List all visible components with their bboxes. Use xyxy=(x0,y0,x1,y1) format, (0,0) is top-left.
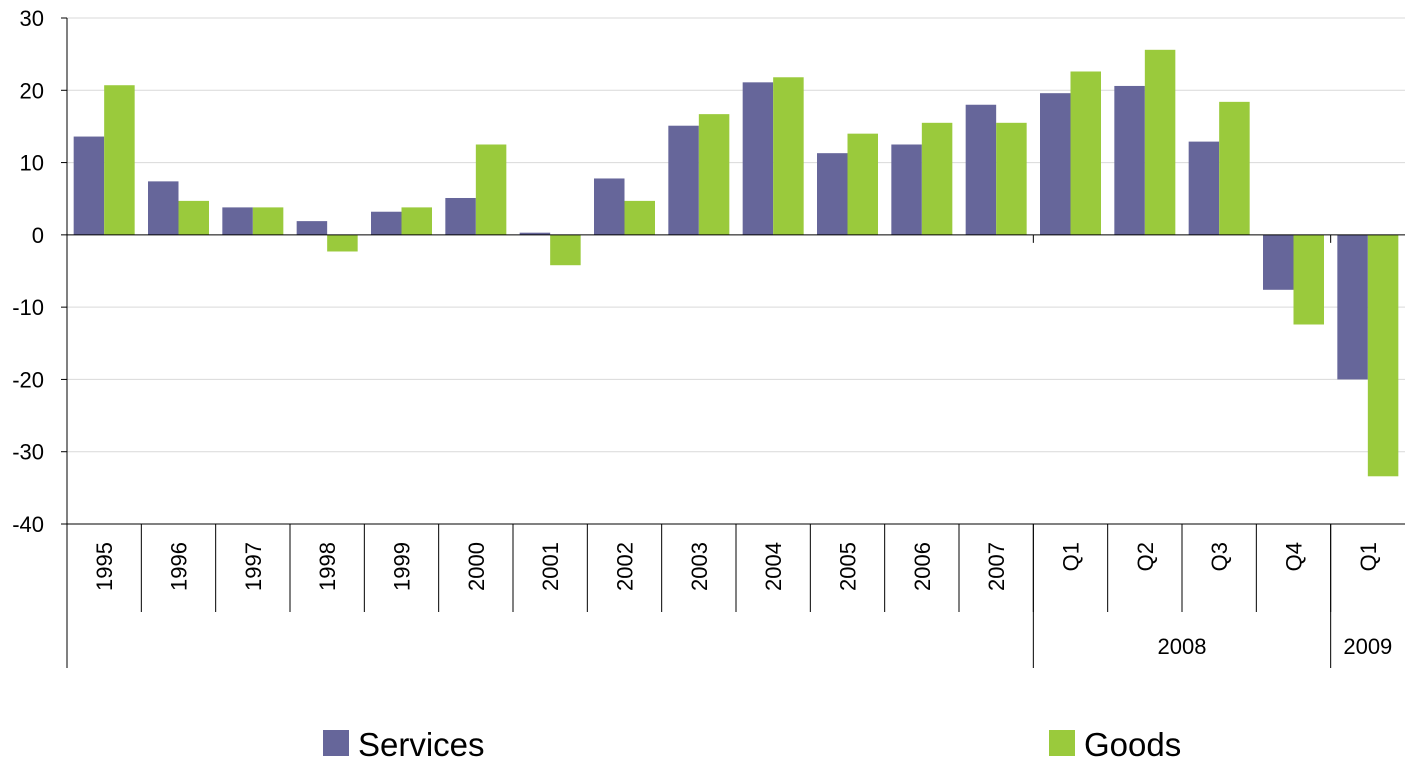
bar-goods-1995 xyxy=(104,85,135,235)
bar-services-2006 xyxy=(891,144,922,235)
bar-goods-2003 xyxy=(698,114,730,235)
x-tick-label-q1: Q1 xyxy=(1356,542,1381,571)
x-tick-label-1996: 1996 xyxy=(167,542,192,591)
bar-goods-1998 xyxy=(327,234,358,252)
bar-services-2002 xyxy=(594,178,625,235)
x-tick-label-2007: 2007 xyxy=(984,542,1009,591)
legend-swatch-goods xyxy=(1049,730,1075,756)
legend-label-goods: Goods xyxy=(1084,726,1181,760)
bar-services-q4 xyxy=(1263,234,1294,290)
y-tick-label: -10 xyxy=(12,295,44,320)
bar-services-1996 xyxy=(148,181,179,235)
bar-goods-1999 xyxy=(401,207,432,235)
legend-swatch-services xyxy=(323,730,349,756)
bar-services-2000 xyxy=(445,197,476,235)
y-tick-label: -30 xyxy=(12,440,44,465)
bar-goods-2000 xyxy=(475,144,507,235)
bar-goods-q2 xyxy=(1144,49,1176,235)
bar-goods-2007 xyxy=(996,122,1027,235)
bar-goods-q3 xyxy=(1219,101,1250,235)
x-tick-label-q3: Q3 xyxy=(1207,542,1232,571)
bars xyxy=(73,49,1399,477)
bar-goods-2006 xyxy=(921,122,953,235)
x-tick-label-2000: 2000 xyxy=(464,542,489,591)
bar-services-1998 xyxy=(296,221,328,235)
bar-services-2007 xyxy=(965,104,997,235)
y-tick-labels: 30 20 10 0 -10 -20 -30 -40 xyxy=(12,6,44,537)
y-tick-label: -40 xyxy=(12,512,44,537)
x-tick-label-2005: 2005 xyxy=(836,542,861,591)
y-tick-label: 10 xyxy=(20,151,44,176)
x-tick-label-q1: Q1 xyxy=(1059,542,1084,571)
bar-goods-1997 xyxy=(252,207,284,235)
legend: Services Goods xyxy=(323,726,1181,760)
bar-goods-2001 xyxy=(550,234,581,266)
y-tick-label: 30 xyxy=(20,6,44,31)
x-tick-label-2004: 2004 xyxy=(761,542,786,591)
x-group-label-2008: 2008 xyxy=(1158,634,1207,659)
gridlines xyxy=(67,17,1405,453)
bar-goods-2005 xyxy=(847,133,878,235)
y-tick-label: 0 xyxy=(32,223,44,248)
y-tick-label: 20 xyxy=(20,78,44,103)
x-tick-label-q2: Q2 xyxy=(1133,542,1158,571)
x-group-label-2009: 2009 xyxy=(1343,634,1392,659)
bar-services-q1 xyxy=(1040,93,1071,235)
bar-services-1995 xyxy=(73,136,105,235)
bar-services-q2 xyxy=(1114,85,1145,235)
bar-services-1999 xyxy=(371,211,402,235)
bar-services-2001 xyxy=(519,232,551,235)
x-tick-label-1999: 1999 xyxy=(390,542,415,591)
bar-services-q3 xyxy=(1188,141,1220,235)
bar-goods-q4 xyxy=(1293,234,1324,325)
bar-services-2004 xyxy=(742,82,774,235)
bar-services-2003 xyxy=(668,125,699,235)
bar-goods-1996 xyxy=(178,200,209,235)
x-tick-label-1997: 1997 xyxy=(241,542,266,591)
y-tick-label: -20 xyxy=(12,367,44,392)
x-tick-labels: 2008 2009 1995 1996 1997 1998 1999 2000 2001 2002… xyxy=(92,542,1392,659)
x-tick-label-q4: Q4 xyxy=(1282,542,1307,571)
x-tick-label-2003: 2003 xyxy=(687,542,712,591)
x-tick-label-1995: 1995 xyxy=(92,542,117,591)
bar-services-q1 xyxy=(1337,234,1368,380)
x-tick-label-2006: 2006 xyxy=(910,542,935,591)
bar-goods-q1 xyxy=(1070,71,1101,235)
x-tick-label-2002: 2002 xyxy=(613,542,638,591)
bar-goods-2002 xyxy=(624,200,655,235)
legend-label-services: Services xyxy=(358,726,485,760)
x-tick-label-1998: 1998 xyxy=(315,542,340,591)
x-tick-label-2001: 2001 xyxy=(538,542,563,591)
axes xyxy=(61,17,1405,668)
bar-services-1997 xyxy=(222,207,253,235)
bar-services-2005 xyxy=(817,153,848,235)
bar-goods-2004 xyxy=(773,77,804,235)
bar-goods-q1 xyxy=(1367,234,1399,477)
